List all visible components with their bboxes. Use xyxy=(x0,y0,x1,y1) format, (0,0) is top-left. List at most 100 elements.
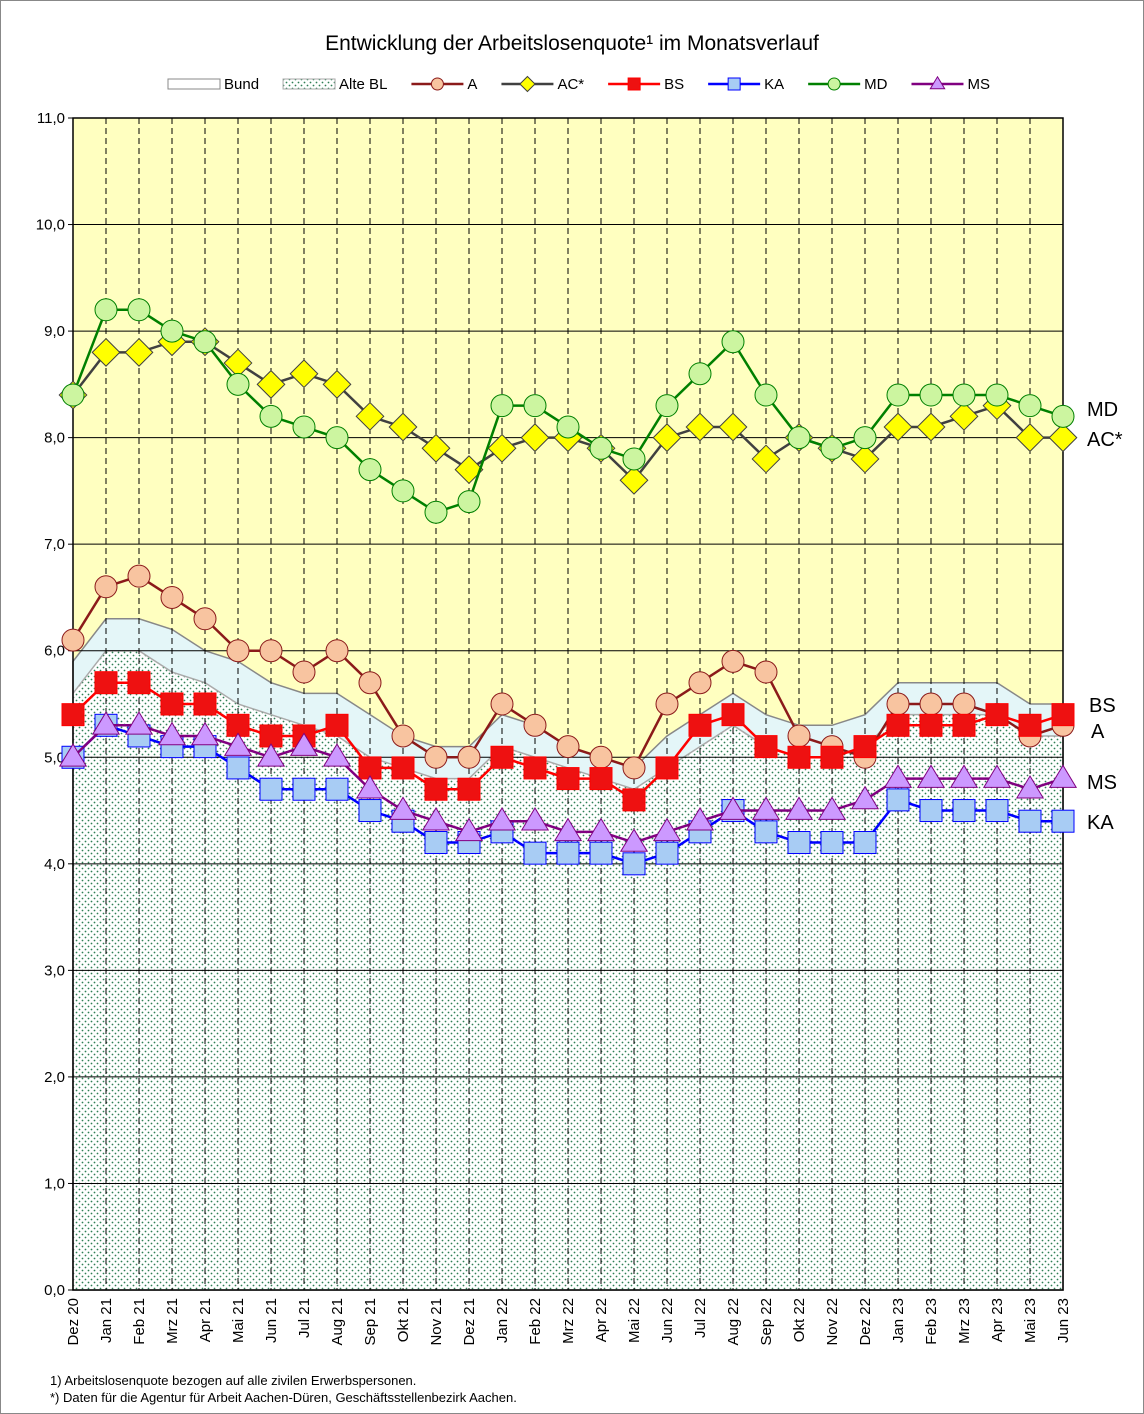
marker xyxy=(929,75,946,90)
marker xyxy=(523,394,547,418)
marker xyxy=(388,796,418,820)
x-tick-label: Apr 22 xyxy=(593,1298,610,1342)
marker xyxy=(358,671,382,695)
marker xyxy=(193,692,217,716)
y-tick-label: 6,0 xyxy=(44,643,65,660)
marker xyxy=(519,75,536,93)
end-label: KA xyxy=(1087,812,1114,834)
end-label: A xyxy=(1091,721,1105,743)
marker xyxy=(1018,809,1042,833)
marker xyxy=(919,713,943,737)
marker xyxy=(523,713,547,737)
marker xyxy=(259,777,283,801)
x-tick-label: Apr 21 xyxy=(197,1298,214,1342)
marker xyxy=(985,703,1009,727)
marker xyxy=(226,372,250,396)
marker xyxy=(919,383,943,407)
marker xyxy=(1051,404,1075,428)
legend-label: MD xyxy=(864,76,887,93)
marker xyxy=(325,777,349,801)
legend-label: BS xyxy=(664,76,684,93)
marker xyxy=(655,394,679,418)
marker xyxy=(1048,423,1078,453)
marker xyxy=(292,660,316,684)
marker xyxy=(127,298,151,322)
marker xyxy=(827,77,841,91)
marker xyxy=(487,433,517,463)
marker xyxy=(622,447,646,471)
marker xyxy=(850,444,880,474)
marker xyxy=(226,639,250,663)
x-tick-label: Jun 23 xyxy=(1055,1298,1072,1343)
marker xyxy=(325,426,349,450)
y-tick-label: 11,0 xyxy=(37,110,65,127)
marker xyxy=(919,692,943,716)
marker xyxy=(820,745,844,769)
marker xyxy=(556,841,580,865)
marker xyxy=(589,436,613,460)
marker xyxy=(850,785,880,810)
x-tick-label: Dez 21 xyxy=(461,1298,478,1346)
marker xyxy=(226,756,250,780)
x-tick-label: Jul 22 xyxy=(692,1298,709,1338)
marker xyxy=(655,756,679,780)
marker xyxy=(727,77,741,91)
x-tick-label: Apr 23 xyxy=(989,1298,1006,1342)
marker xyxy=(556,735,580,759)
marker xyxy=(985,383,1009,407)
marker xyxy=(916,412,946,442)
marker xyxy=(688,713,712,737)
legend-label: Bund xyxy=(224,76,259,93)
marker xyxy=(655,841,679,865)
marker xyxy=(124,711,154,735)
marker xyxy=(160,585,184,609)
marker xyxy=(883,412,913,442)
marker xyxy=(193,607,217,631)
marker xyxy=(589,767,613,791)
marker xyxy=(589,745,613,769)
marker xyxy=(817,796,847,820)
marker xyxy=(886,713,910,737)
footnote: 1) Arbeitslosenquote bezogen auf alle zi… xyxy=(50,1373,416,1388)
marker xyxy=(259,639,283,663)
marker xyxy=(457,490,481,514)
marker xyxy=(430,77,444,91)
marker xyxy=(556,767,580,791)
marker xyxy=(627,77,641,91)
y-tick-label: 2,0 xyxy=(44,1069,65,1086)
marker xyxy=(754,660,778,684)
marker xyxy=(490,394,514,418)
x-tick-label: Feb 23 xyxy=(923,1298,940,1345)
marker xyxy=(886,788,910,812)
marker xyxy=(853,735,877,759)
marker xyxy=(289,359,319,389)
marker xyxy=(322,369,352,399)
marker xyxy=(1018,713,1042,737)
marker xyxy=(388,412,418,442)
marker xyxy=(523,841,547,865)
marker xyxy=(325,639,349,663)
marker xyxy=(751,444,781,474)
marker xyxy=(424,831,448,855)
marker xyxy=(1051,703,1075,727)
x-tick-label: Mrz 23 xyxy=(956,1298,973,1344)
marker xyxy=(355,775,385,799)
marker xyxy=(655,692,679,716)
marker xyxy=(124,337,154,367)
x-tick-label: Jan 21 xyxy=(98,1298,115,1343)
plot-area: 0,0 1,0 2,0 3,0 4,0 5,0 6,0 7,0 8,0 9,0 10,0 11,0 De… xyxy=(36,110,1078,1346)
marker xyxy=(127,671,151,695)
marker xyxy=(787,745,811,769)
marker xyxy=(751,796,781,820)
marker xyxy=(886,692,910,716)
marker xyxy=(421,433,451,463)
marker xyxy=(952,692,976,716)
marker xyxy=(391,724,415,748)
marker xyxy=(487,807,517,831)
marker xyxy=(94,298,118,322)
marker xyxy=(685,412,715,442)
x-tick-label: Jan 22 xyxy=(494,1298,511,1343)
footnote: *) Daten für die Agentur für Arbeit Aach… xyxy=(50,1390,517,1405)
y-tick-label: 4,0 xyxy=(44,856,65,873)
marker xyxy=(91,711,121,735)
